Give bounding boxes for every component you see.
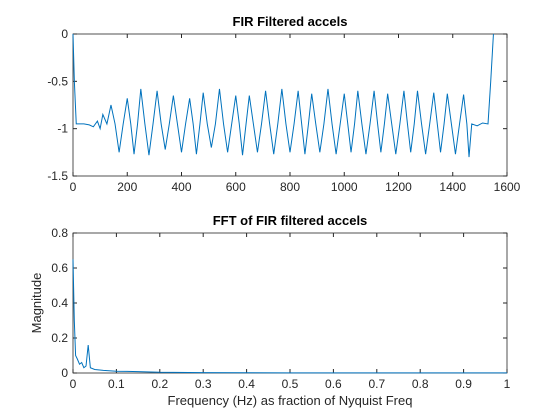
y-tick-label: 0.6	[51, 261, 68, 275]
y-tick-label: 0.2	[51, 331, 68, 345]
x-tick-label: 0.7	[368, 377, 385, 391]
x-tick-label: 0.5	[282, 377, 299, 391]
x-tick-label: 800	[280, 180, 300, 194]
x-tick-label: 0.3	[195, 377, 212, 391]
x-tick-label: 1600	[494, 180, 521, 194]
y-tick-label: 0.4	[51, 296, 68, 310]
y-tick-label: -1.5	[47, 169, 68, 183]
x-tick-label: 0.6	[325, 377, 342, 391]
x-tick-label: 1	[504, 377, 511, 391]
x-tick-label: 1400	[439, 180, 466, 194]
x-tick-label: 0.2	[151, 377, 168, 391]
x-tick-label: 600	[226, 180, 246, 194]
x-tick-label: 200	[117, 180, 137, 194]
axes-box	[72, 33, 508, 177]
x-tick-label: 0	[70, 377, 77, 391]
x-tick-label: 1200	[385, 180, 412, 194]
x-tick-label: 0	[70, 180, 77, 194]
y-tick-label: -1	[57, 122, 68, 136]
data-line	[72, 259, 507, 374]
x-tick-label: 1000	[331, 180, 358, 194]
x-tick-label: 0.4	[238, 377, 255, 391]
x-tick-label: 0.9	[455, 377, 472, 391]
x-tick-label: 400	[171, 180, 191, 194]
x-tick-label: 0.1	[108, 377, 125, 391]
y-tick-label: -0.5	[47, 74, 68, 88]
x-axis-label: Frequency (Hz) as fraction of Nyquist Fr…	[168, 393, 413, 408]
x-tick-label: 0.8	[412, 377, 429, 391]
y-tick-label: 0	[61, 27, 68, 41]
y-axis-label: Magnitude	[29, 273, 44, 334]
axes-box	[72, 232, 508, 374]
chart-title: FIR Filtered accels	[233, 14, 348, 29]
y-tick-label: 0.8	[51, 226, 68, 240]
data-line	[72, 33, 494, 158]
y-tick-label: 0	[61, 366, 68, 380]
chart-title: FFT of FIR filtered accels	[213, 213, 368, 228]
